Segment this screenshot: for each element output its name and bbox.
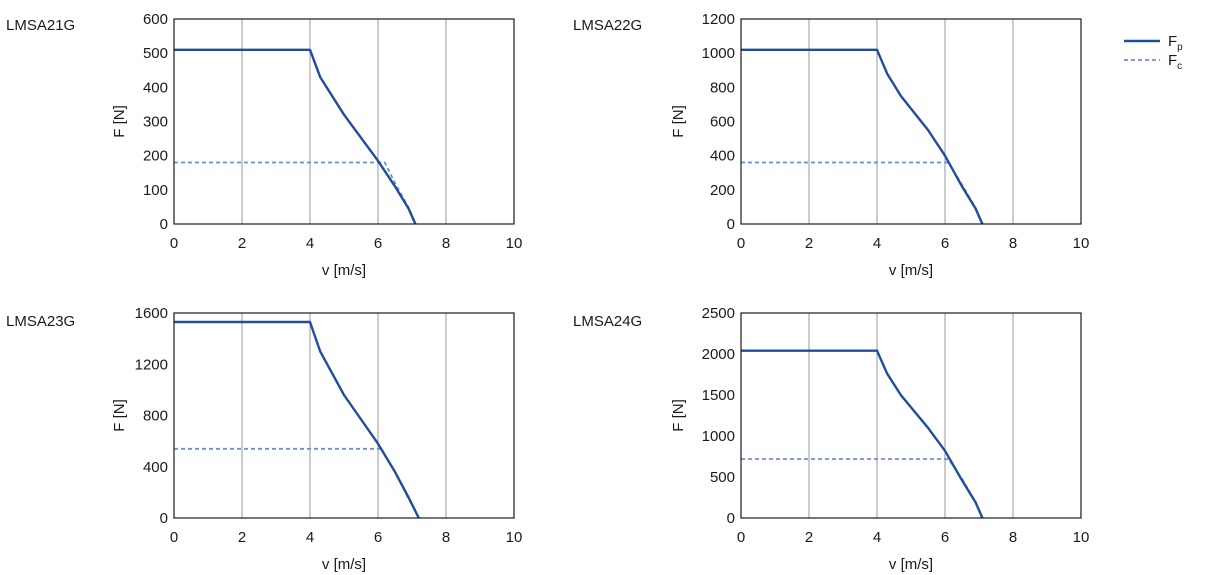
y-tick-label: 0 (160, 216, 168, 233)
y-tick-label: 2500 (702, 305, 735, 322)
x-tick-label: 8 (1009, 235, 1017, 252)
y-tick-label: 1000 (702, 45, 735, 62)
y-tick-label: 400 (143, 459, 168, 476)
x-tick-label: 8 (1009, 529, 1017, 546)
x-tick-label: 0 (737, 529, 745, 546)
y-tick-label: 200 (143, 148, 168, 165)
y-axis-title: F [N] (670, 399, 687, 432)
series-line-fp (174, 48, 417, 225)
series-line-fc (174, 161, 417, 225)
y-tick-label: 0 (727, 216, 735, 233)
plot-frame (740, 312, 1082, 519)
y-tick-label: 0 (727, 510, 735, 527)
y-tick-label: 800 (143, 408, 168, 425)
x-axis-title: v [m/s] (322, 556, 366, 573)
tick-layer: 0 2 4 6 8 10 0 500 1000 1500 2000 2500 (702, 305, 1090, 546)
x-tick-label: 6 (941, 235, 949, 252)
x-tick-label: 0 (737, 235, 745, 252)
x-tick-label: 10 (1073, 529, 1090, 546)
y-tick-label: 400 (710, 148, 735, 165)
panel-label: LMSA24G (573, 313, 642, 330)
y-tick-label: 500 (143, 45, 168, 62)
grid-layer (808, 313, 1014, 518)
x-tick-label: 0 (170, 235, 178, 252)
x-tick-label: 2 (805, 529, 813, 546)
x-tick-label: 8 (442, 235, 450, 252)
x-tick-label: 0 (170, 529, 178, 546)
y-axis-title: F [N] (670, 105, 687, 138)
series-layer (741, 349, 984, 519)
x-tick-label: 4 (873, 529, 881, 546)
series-line-fc (741, 161, 984, 225)
x-tick-label: 10 (506, 235, 523, 252)
panel-label: LMSA22G (573, 17, 642, 34)
x-tick-label: 4 (306, 529, 314, 546)
x-tick-label: 2 (238, 235, 246, 252)
panel-lmsa24g: LMSA24G 0 2 4 6 8 10 0 500 1000 1500 2000 2500 v [m… (573, 305, 1089, 573)
series-layer (174, 320, 420, 519)
x-tick-label: 6 (941, 529, 949, 546)
y-tick-label: 1000 (702, 428, 735, 445)
x-tick-label: 2 (238, 529, 246, 546)
y-tick-label: 2000 (702, 346, 735, 363)
y-tick-label: 500 (710, 469, 735, 486)
y-tick-label: 600 (710, 114, 735, 131)
y-tick-label: 400 (143, 79, 168, 96)
y-axis-title: F [N] (111, 399, 128, 432)
y-tick-label: 200 (710, 182, 735, 199)
x-tick-label: 4 (306, 235, 314, 252)
tick-layer: 0 2 4 6 8 10 0 200 400 600 800 1000 1200 (702, 11, 1090, 252)
x-tick-label: 2 (805, 235, 813, 252)
panel-label: LMSA21G (6, 17, 75, 34)
x-tick-label: 4 (873, 235, 881, 252)
plot-frame (173, 18, 515, 225)
x-tick-label: 10 (506, 529, 523, 546)
panel-lmsa22g: LMSA22G 0 2 4 6 8 10 0 200 400 600 800 1000 1200 v [… (573, 11, 1089, 279)
x-axis-title: v [m/s] (889, 556, 933, 573)
plot-frame (740, 18, 1082, 225)
series-line-fc (741, 458, 984, 519)
legend-item-fp: Fp (1124, 33, 1183, 53)
x-tick-label: 6 (374, 235, 382, 252)
series-line-fp (174, 320, 420, 519)
grid-layer (808, 19, 1014, 224)
series-line-fc (174, 447, 420, 519)
legend-item-fc: Fc (1124, 52, 1182, 72)
series-layer (174, 48, 417, 225)
panel-label: LMSA23G (6, 313, 75, 330)
series-line-fp (741, 349, 984, 519)
x-axis-title: v [m/s] (889, 262, 933, 279)
y-tick-label: 300 (143, 114, 168, 131)
series-layer (741, 48, 984, 225)
grid-layer (241, 313, 447, 518)
legend-label-fc: Fc (1168, 52, 1182, 72)
legend-label-fp: Fp (1168, 33, 1183, 53)
x-tick-label: 8 (442, 529, 450, 546)
series-line-fp (741, 48, 984, 225)
y-tick-label: 600 (143, 11, 168, 28)
y-tick-label: 1200 (135, 356, 168, 373)
x-tick-label: 10 (1073, 235, 1090, 252)
y-tick-label: 1500 (702, 387, 735, 404)
panel-lmsa23g: LMSA23G 0 2 4 6 8 10 0 400 800 1200 1600 v [m/s] F… (6, 305, 522, 573)
y-axis-title: F [N] (111, 105, 128, 138)
y-tick-label: 100 (143, 182, 168, 199)
y-tick-label: 0 (160, 510, 168, 527)
x-tick-label: 6 (374, 529, 382, 546)
y-tick-label: 1200 (702, 11, 735, 28)
x-axis-title: v [m/s] (322, 262, 366, 279)
y-tick-label: 1600 (135, 305, 168, 322)
y-tick-label: 800 (710, 79, 735, 96)
plot-frame (173, 312, 515, 519)
tick-layer: 0 2 4 6 8 10 0 400 800 1200 1600 (135, 305, 523, 546)
legend: Fp Fc (1124, 33, 1183, 72)
